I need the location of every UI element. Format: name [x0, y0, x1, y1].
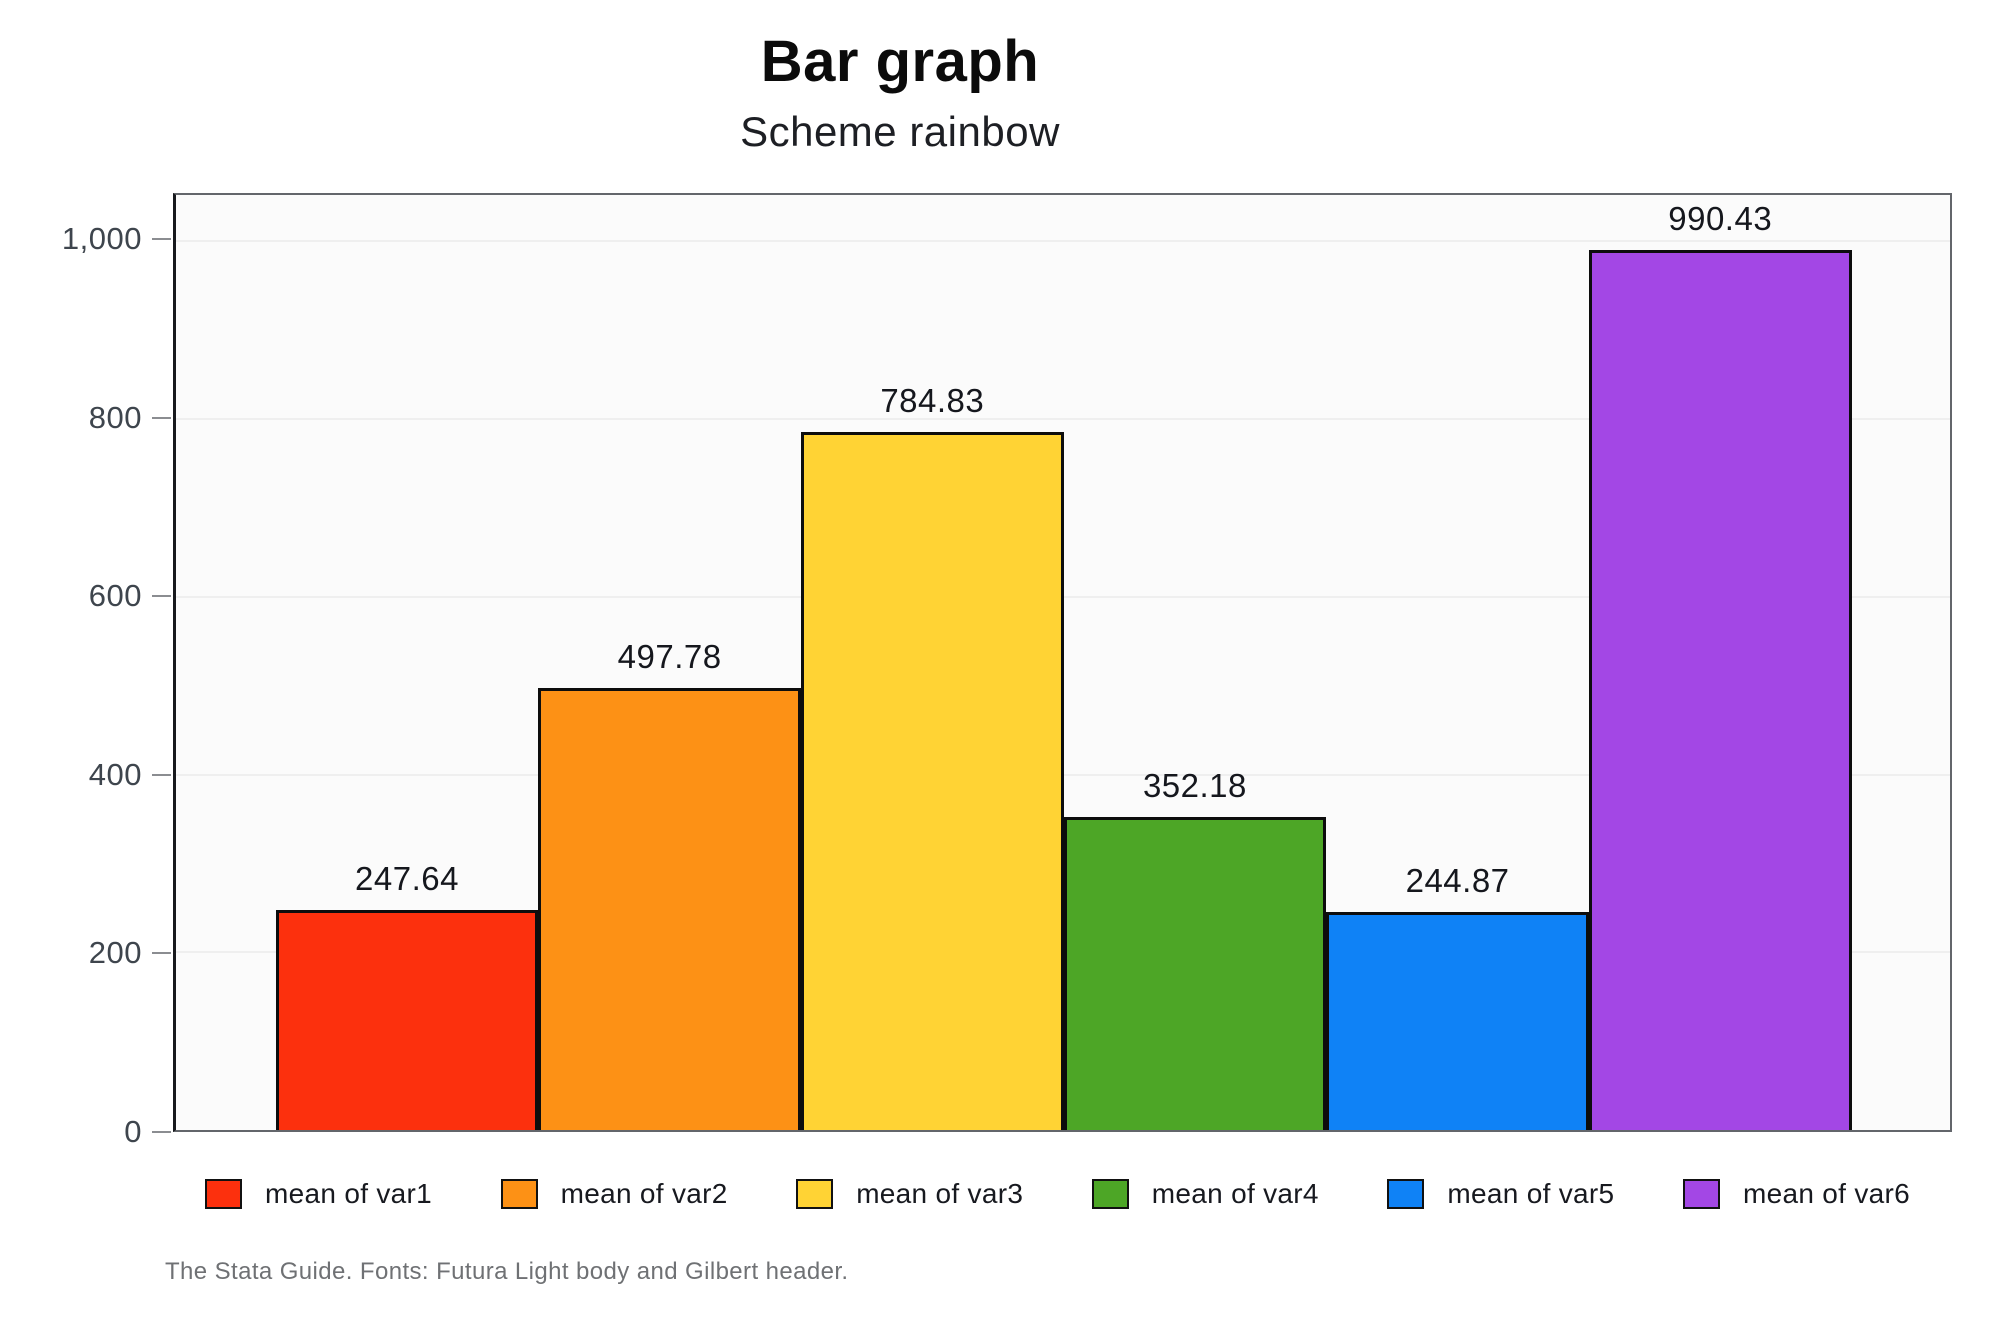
legend-item-var6: mean of var6	[1682, 1178, 1910, 1210]
bar-var4	[1063, 817, 1327, 1130]
bar-var5	[1326, 912, 1589, 1130]
y-tick-mark	[152, 952, 171, 955]
y-tick-label: 0	[124, 1114, 142, 1149]
y-tick-label: 400	[88, 756, 142, 792]
legend-item-var5: mean of var5	[1387, 1178, 1614, 1210]
legend-swatch-icon	[1682, 1179, 1720, 1209]
legend-swatch-icon	[796, 1179, 834, 1209]
bar-var2	[538, 687, 801, 1130]
bar-slot-var3: 784.83	[800, 195, 1064, 1130]
plot-area: 247.64 497.78 784.83 352.18 244.87 990.43	[173, 193, 1952, 1132]
bar-slot-var1: 247.64	[275, 195, 539, 1130]
legend-label: mean of var3	[856, 1178, 1024, 1209]
legend-swatch-icon	[500, 1179, 538, 1209]
chart-subtitle: Scheme rainbow	[740, 107, 1060, 155]
gridline-1000	[176, 240, 1950, 243]
y-tick-mark	[152, 773, 171, 776]
legend: mean of var1 mean of var2 mean of var3 mean…	[205, 1178, 1910, 1210]
legend-item-var3: mean of var3	[796, 1178, 1023, 1210]
legend-swatch-icon	[1091, 1179, 1129, 1209]
chart-header: Bar graph Scheme rainbow	[0, 30, 1800, 156]
legend-label: mean of var5	[1447, 1178, 1615, 1209]
chart-caption: The Stata Guide. Fonts: Futura Light bod…	[165, 1258, 849, 1285]
bar-slot-var6: 990.43	[1588, 195, 1852, 1130]
legend-label: mean of var2	[560, 1178, 728, 1209]
legend-label: mean of var6	[1742, 1178, 1910, 1209]
legend-swatch-icon	[1387, 1179, 1425, 1209]
y-tick-label: 1,000	[61, 221, 142, 257]
y-axis: 0 200 400 600 800 1,000	[0, 193, 173, 1149]
y-tick-label: 200	[88, 935, 142, 971]
legend-label: mean of var1	[265, 1178, 433, 1209]
legend-item-var1: mean of var1	[205, 1178, 432, 1210]
bar-value-label: 784.83	[880, 382, 985, 420]
bar-slot-var5: 244.87	[1326, 195, 1589, 1130]
gridline-800	[176, 417, 1950, 420]
bar-var6	[1588, 249, 1852, 1130]
legend-swatch-icon	[205, 1179, 242, 1209]
bar-value-label: 244.87	[1405, 862, 1510, 900]
bars-container: 247.64 497.78 784.83 352.18 244.87 990.43	[176, 195, 1950, 1130]
bar-var3	[800, 432, 1064, 1130]
y-tick-label: 600	[88, 578, 142, 614]
y-tick-mark	[152, 238, 171, 241]
chart-title: Bar graph	[760, 29, 1040, 94]
y-tick-mark	[152, 595, 171, 598]
y-tick-mark	[152, 416, 171, 419]
bar-value-label: 497.78	[617, 637, 722, 675]
bar-value-label: 247.64	[355, 859, 459, 897]
legend-label: mean of var4	[1151, 1178, 1319, 1209]
y-tick-label: 800	[88, 399, 142, 435]
legend-item-var2: mean of var2	[500, 1178, 728, 1210]
bar-value-label: 352.18	[1142, 767, 1247, 804]
bar-slot-var4: 352.18	[1063, 195, 1327, 1130]
bar-value-label: 990.43	[1668, 199, 1773, 237]
bar-var1	[275, 909, 539, 1130]
legend-item-var4: mean of var4	[1091, 1178, 1319, 1210]
bar-slot-var2: 497.78	[538, 195, 801, 1130]
y-tick-mark	[152, 1131, 171, 1133]
